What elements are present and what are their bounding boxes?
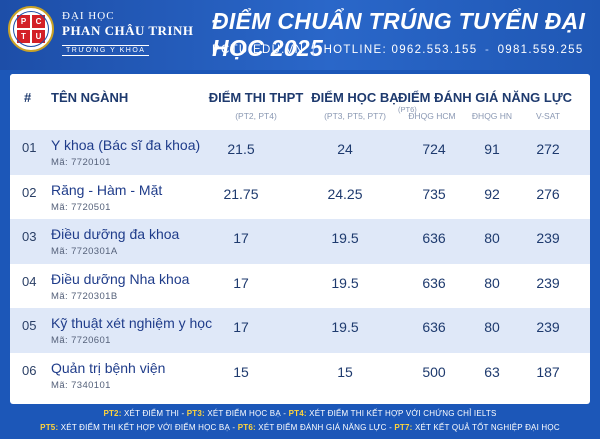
score-thpt: 21.5 [227,141,255,157]
table-row: 06 Quản trị bệnh viện Mã: 7340101 15 15 … [10,353,590,398]
score-hocba: 19.5 [331,319,359,335]
header-hcm: ĐHQG HCM [408,111,456,121]
row-index: 02 [22,184,37,200]
score-hcm: 636 [422,230,446,246]
university-logo: P C T U [8,6,54,52]
major-code: Mã: 7720501 [51,201,111,213]
row-index: 06 [22,362,37,378]
header-major: TÊN NGÀNH [51,90,129,105]
page-title: ĐIỂM CHUẨN TRÚNG TUYỂN ĐẠI HỌC 2025 [212,8,586,61]
legend-key: PT3: [186,409,205,418]
major-code: Mã: 7720601 [51,335,111,346]
major-name: Y khoa (Bác sĩ đa khoa) [51,137,201,153]
legend-key: PT2: [103,409,122,418]
legend-text: XÉT ĐIỂM THI KẾT HỢP VỚI CHỨNG CHỈ IELTS [309,409,497,418]
score-hn: 80 [484,274,500,291]
logo-ring [13,11,49,47]
score-thpt: 17 [233,230,249,246]
row-index: 04 [22,273,37,289]
score-vsat: 187 [536,363,560,380]
legend-text: XÉT ĐIỂM HỌC BẠ [207,409,281,418]
header-banner: P C T U ĐẠI HỌC PHAN CHÂU TRINH TRƯỜNG Y… [0,0,600,70]
legend-key: PT6: [237,423,256,432]
score-hcm: 500 [422,363,446,380]
legend-text: XÉT KẾT QUẢ TỐT NGHIỆP ĐẠI HỌC [414,423,560,432]
row-index: 01 [22,140,37,155]
major-name: Răng - Hàm - Mặt [51,181,163,198]
legend-footer: PT2: XÉT ĐIỂM THI - PT3: XÉT ĐIỂM HỌC BẠ… [0,404,600,439]
row-index: 05 [22,318,37,333]
major-code: Mã: 7340101 [51,379,111,391]
university-line-3: TRƯỜNG Y KHOA [62,45,150,56]
score-thpt: 21.75 [223,185,259,202]
score-hn: 80 [484,319,500,335]
row-index: 03 [22,229,37,244]
major-name: Điều dưỡng Nha khoa [51,270,190,287]
table-header: # TÊN NGÀNH ĐIỂM THI THPT (PT2, PT4) ĐIỂ… [10,74,590,130]
table-row: 03 Điều dưỡng đa khoa Mã: 7720301A 17 19… [10,219,590,264]
major-code: Mã: 7720301B [51,290,118,302]
table-row: 04 Điều dưỡng Nha khoa Mã: 7720301B 17 1… [10,264,590,309]
university-name-block: ĐẠI HỌC PHAN CHÂU TRINH TRƯỜNG Y KHOA [62,10,194,57]
table-row: 05 Kỹ thuật xét nghiệm y học Mã: 7720601… [10,308,590,353]
score-hocba: 19.5 [331,274,359,291]
hotline-label: HOTLINE: [323,44,387,56]
legend-line-2: PT5: XÉT ĐIỂM THI KẾT HỢP VỚI ĐIỂM HỌC B… [40,423,560,432]
contact-line: PCTU.EDU.VN | HOTLINE: 0962.553.155 - 09… [212,44,584,56]
score-hocba: 24 [337,141,353,157]
hotline-number-2[interactable]: 0981.559.255 [497,44,584,56]
score-hocba: 15 [337,363,353,380]
score-thpt: 17 [233,274,249,291]
score-hn: 80 [484,230,500,246]
legend-key: PT5: [40,423,59,432]
legend-key: PT4: [288,409,307,418]
header-thpt-sub: (PT2, PT4) [235,111,277,121]
score-hcm: 636 [422,274,446,291]
score-hn: 91 [484,141,500,157]
score-vsat: 276 [536,185,560,202]
separator: - [484,44,491,56]
header-dgnl: ĐIỂM ĐÁNH GIÁ NĂNG LỰC (PT6) [398,90,588,120]
score-hcm: 724 [422,141,446,157]
header-hn: ĐHQG HN [471,111,513,121]
score-hn: 63 [484,363,500,380]
score-vsat: 239 [536,230,560,246]
score-hcm: 735 [422,185,446,202]
header-idx: # [24,90,32,105]
header-hocba-sub: (PT3, PT5, PT7) [324,111,386,121]
legend-key: PT7: [394,423,413,432]
legend-text: XÉT ĐIỂM ĐÁNH GIÁ NĂNG LỰC [258,423,387,432]
legend-text: XÉT ĐIỂM THI KẾT HỢP VỚI ĐIỂM HỌC BẠ [60,423,230,432]
header-hocba: ĐIỂM HỌC BẠ [311,90,399,105]
major-code: Mã: 7720101 [51,157,111,168]
header-dgnl-label: ĐIỂM ĐÁNH GIÁ NĂNG LỰC [398,90,573,105]
university-line-1: ĐẠI HỌC [62,10,115,22]
legend-text: XÉT ĐIỂM THI [124,409,180,418]
major-name: Kỹ thuật xét nghiệm y học [51,315,213,331]
header-dgnl-sup: (PT6) [398,105,417,114]
score-hocba: 19.5 [331,230,359,246]
separator: | [311,44,317,56]
score-thpt: 17 [233,319,249,335]
header-thpt: ĐIỂM THI THPT [208,90,304,105]
major-code: Mã: 7720301A [51,246,118,257]
major-name: Điều dưỡng đa khoa [51,226,180,242]
header-vsat: V-SAT [536,111,560,121]
legend-line-1: PT2: XÉT ĐIỂM THI - PT3: XÉT ĐIỂM HỌC BẠ… [103,409,497,418]
score-hocba: 24.25 [327,185,363,202]
university-line-2: PHAN CHÂU TRINH [62,23,194,38]
major-name: Quản trị bệnh viện [51,359,166,376]
score-vsat: 239 [536,319,560,335]
score-hcm: 636 [422,319,446,335]
score-hn: 92 [484,185,500,202]
website-link[interactable]: PCTU.EDU.VN [212,44,305,56]
hotline-number-1[interactable]: 0962.553.155 [391,44,478,56]
score-thpt: 15 [233,363,249,380]
table-row: 01 Y khoa (Bác sĩ đa khoa) Mã: 7720101 2… [10,130,590,175]
score-vsat: 239 [536,274,560,291]
score-vsat: 272 [536,141,560,157]
score-table: # TÊN NGÀNH ĐIỂM THI THPT (PT2, PT4) ĐIỂ… [10,74,590,404]
table-row: 02 Răng - Hàm - Mặt Mã: 7720501 21.75 24… [10,175,590,220]
